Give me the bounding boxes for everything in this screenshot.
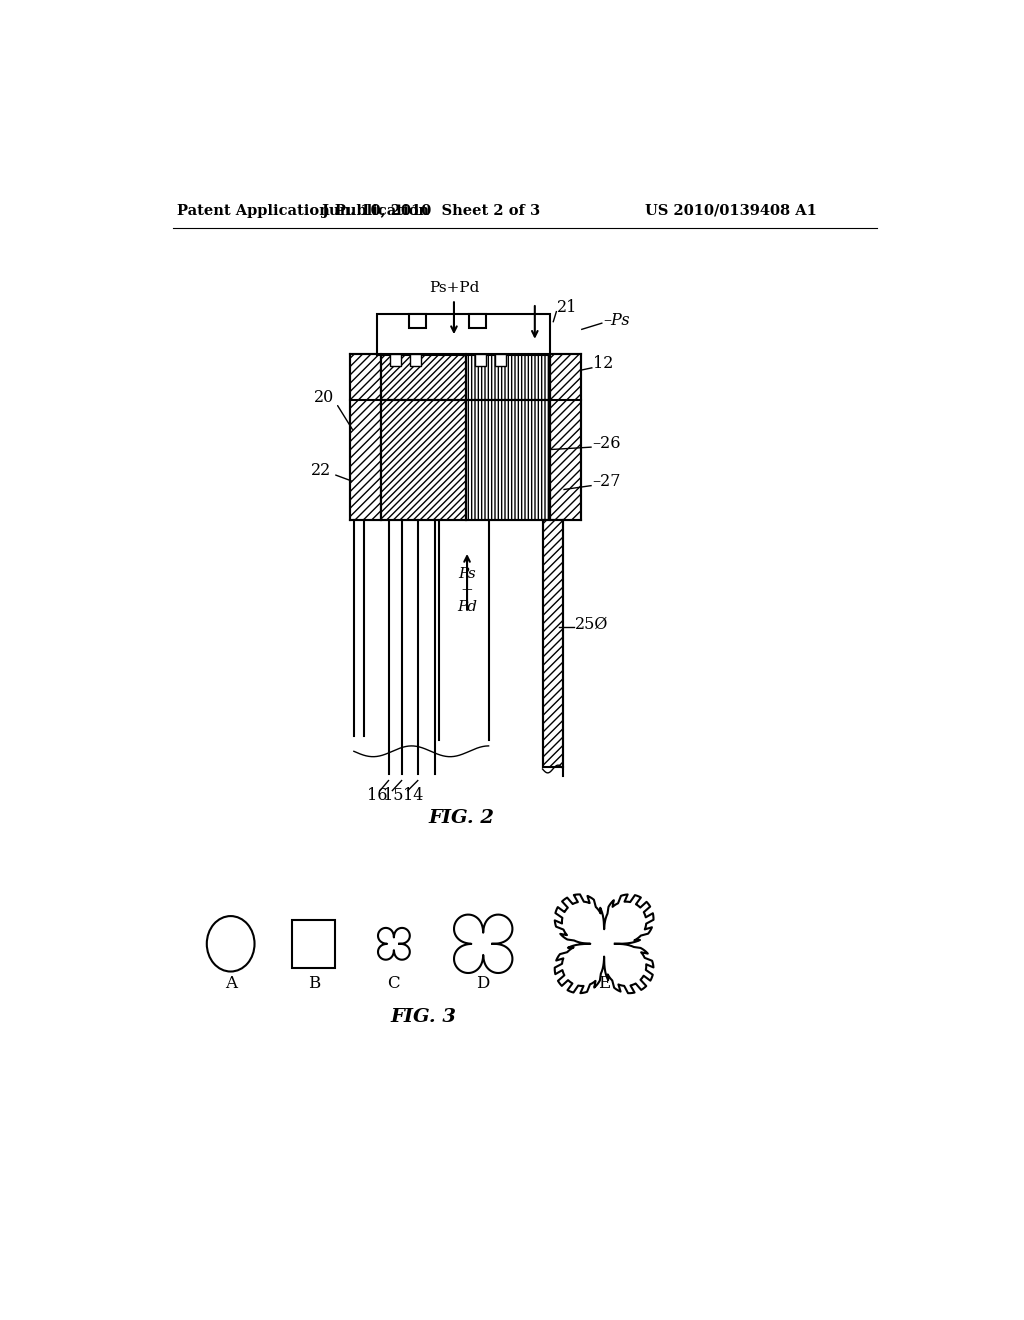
Text: 20: 20 <box>314 388 335 405</box>
Text: Ps: Ps <box>458 568 476 581</box>
Bar <box>475 354 485 367</box>
Bar <box>410 354 421 367</box>
Polygon shape <box>454 915 512 973</box>
Text: Pd: Pd <box>457 599 477 614</box>
Text: Jun. 10, 2010  Sheet 2 of 3: Jun. 10, 2010 Sheet 2 of 3 <box>322 203 540 218</box>
Bar <box>410 314 426 327</box>
Text: 25Ø: 25Ø <box>574 615 608 632</box>
Bar <box>495 354 506 367</box>
Ellipse shape <box>207 916 255 972</box>
Bar <box>469 314 486 327</box>
Text: –26: –26 <box>593 434 622 451</box>
Text: 14: 14 <box>403 788 423 804</box>
Bar <box>543 520 563 767</box>
Text: B: B <box>307 975 319 993</box>
Text: FIG. 3: FIG. 3 <box>390 1008 456 1026</box>
Polygon shape <box>555 895 653 993</box>
Text: 22: 22 <box>311 462 332 479</box>
Bar <box>350 354 381 520</box>
Text: +: + <box>461 582 473 597</box>
Text: Ps+Pd: Ps+Pd <box>429 281 479 294</box>
Bar <box>390 354 400 367</box>
Text: 16: 16 <box>367 788 387 804</box>
Text: A: A <box>224 975 237 993</box>
Text: 21: 21 <box>557 298 578 315</box>
Bar <box>381 354 466 400</box>
Text: E: E <box>598 975 610 993</box>
Text: C: C <box>388 975 400 993</box>
Bar <box>381 400 466 520</box>
Text: Patent Application Publication: Patent Application Publication <box>177 203 429 218</box>
Polygon shape <box>378 928 410 960</box>
Bar <box>466 354 550 400</box>
Text: D: D <box>476 975 489 993</box>
Bar <box>550 354 581 520</box>
Text: US 2010/0139408 A1: US 2010/0139408 A1 <box>645 203 817 218</box>
Bar <box>292 920 336 968</box>
Bar <box>466 400 550 520</box>
Text: –Ps: –Ps <box>603 312 630 329</box>
Text: 12: 12 <box>593 355 613 372</box>
Text: –27: –27 <box>593 474 622 490</box>
Text: FIG. 2: FIG. 2 <box>429 809 495 828</box>
Text: 15: 15 <box>383 788 403 804</box>
Bar <box>377 314 550 355</box>
